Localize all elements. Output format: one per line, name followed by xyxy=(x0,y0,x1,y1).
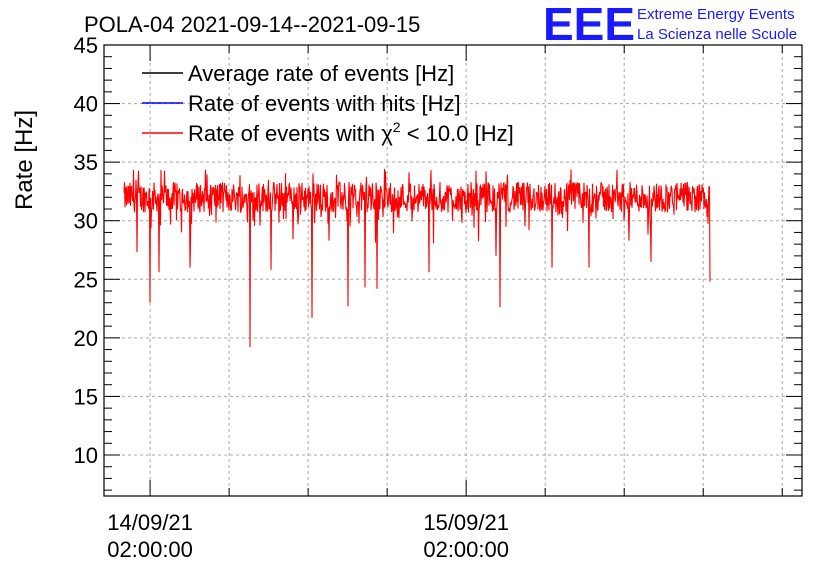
axes: 101520253035404514/09/2102:00:0015/09/21… xyxy=(74,33,803,562)
y-tick-label: 30 xyxy=(74,209,98,234)
chart-title: POLA-04 2021-09-14--2021-09-15 xyxy=(84,12,420,37)
legend-label-average: Average rate of events [Hz] xyxy=(188,61,454,86)
y-tick-label: 35 xyxy=(74,150,98,175)
legend-label-chi2: Rate of events with χ2 < 10.0 [Hz] xyxy=(188,119,514,146)
y-tick-label: 40 xyxy=(74,92,98,117)
y-tick-label: 20 xyxy=(74,326,98,351)
series-line-chi2 xyxy=(123,168,711,348)
x-tick-label-time: 02:00:00 xyxy=(423,537,509,562)
x-tick-label-date: 14/09/21 xyxy=(107,510,193,535)
y-tick-label: 15 xyxy=(74,384,98,409)
legend: Average rate of events [Hz] Rate of even… xyxy=(142,61,514,146)
y-tick-label: 45 xyxy=(74,33,98,58)
logo-line-1: Extreme Energy Events xyxy=(637,6,795,23)
x-tick-label-date: 15/09/21 xyxy=(423,510,509,535)
plot-frame xyxy=(103,44,803,497)
y-tick-label: 25 xyxy=(74,267,98,292)
legend-label-hits: Rate of events with hits [Hz] xyxy=(188,91,461,116)
x-tick-label-time: 02:00:00 xyxy=(107,537,193,562)
grid xyxy=(104,45,802,496)
eee-logo: EEE xyxy=(543,0,635,50)
series-layer xyxy=(123,168,711,348)
y-tick-label: 10 xyxy=(74,443,98,468)
logo-line-2: La Scienza nelle Scuole xyxy=(637,26,797,43)
y-axis-label: Rate [Hz] xyxy=(11,110,38,210)
